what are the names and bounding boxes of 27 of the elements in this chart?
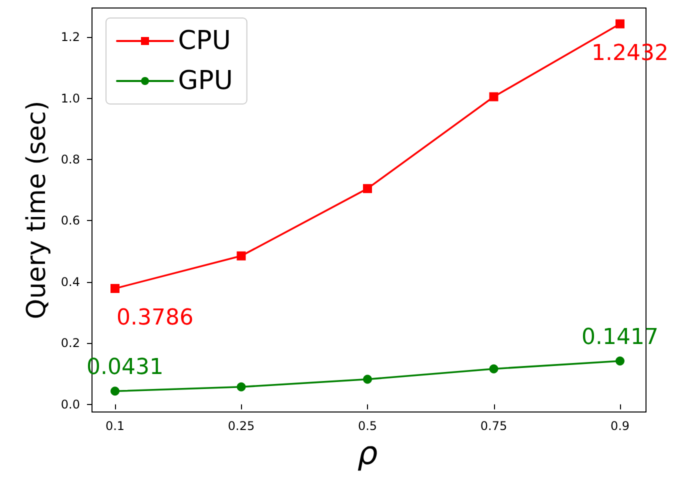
y-tick-label: 0.0 (60, 397, 80, 412)
x-tick-label: 0.75 (480, 419, 508, 433)
legend-label: GPU (178, 66, 233, 96)
point (236, 382, 246, 392)
point (489, 92, 498, 102)
x-axis-title: ρ (357, 434, 378, 472)
x-tick-label: 0.9 (610, 419, 630, 433)
y-tick-label: 0.4 (60, 274, 80, 289)
y-tick-label: 1.0 (60, 91, 80, 106)
point (236, 251, 246, 260)
y-tick-label: 0.6 (60, 214, 80, 228)
x-tick-label: 0.5 (358, 419, 378, 433)
point (616, 356, 624, 366)
x-tick-label: 0.1 (105, 419, 125, 433)
y-axis-title: Query time (sec) (22, 100, 52, 320)
legend-label: CPU (178, 26, 231, 56)
point (363, 184, 372, 194)
point (110, 386, 120, 396)
y-tick-label: 0.2 (60, 336, 80, 350)
point (110, 284, 120, 293)
point (363, 374, 372, 384)
point (489, 364, 498, 374)
point (616, 19, 624, 28)
y-tick-label: 0.8 (60, 152, 80, 166)
x-tick-label: 0.25 (228, 419, 255, 433)
data-label: 0.3786 (116, 305, 194, 330)
y-tick-label: 1.2 (60, 30, 80, 44)
